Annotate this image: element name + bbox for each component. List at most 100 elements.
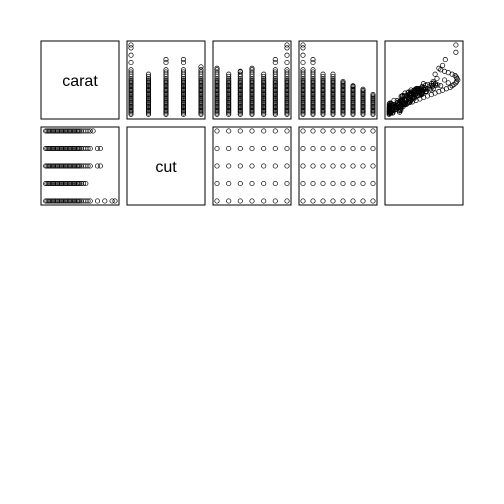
data-point [284, 145, 290, 152]
data-point [237, 198, 243, 204]
data-point [47, 198, 53, 204]
data-point [226, 73, 232, 79]
data-point [198, 92, 204, 98]
data-point [180, 57, 187, 63]
data-point [350, 99, 356, 106]
data-point [350, 107, 356, 113]
data-point [128, 99, 134, 106]
data-point [198, 111, 204, 117]
data-point [370, 198, 376, 204]
data-point [163, 111, 169, 117]
data-point [237, 89, 243, 95]
data-point [300, 109, 306, 115]
data-point [163, 94, 169, 100]
data-point [272, 85, 278, 91]
data-point [62, 128, 68, 134]
data-point [237, 101, 243, 107]
data-point [310, 67, 316, 73]
data-point [300, 69, 306, 75]
data-point [340, 128, 346, 134]
data-point [360, 180, 366, 187]
data-point [272, 77, 278, 83]
data-point [180, 92, 187, 98]
data-point [310, 78, 316, 85]
data-point [49, 180, 55, 187]
data-point [198, 78, 204, 85]
data-point [145, 71, 152, 77]
data-point [214, 107, 220, 113]
data-point [145, 73, 152, 79]
data-point [180, 105, 187, 111]
data-point [198, 86, 204, 92]
data-point [360, 99, 366, 106]
data-point [145, 109, 152, 115]
data-point [310, 94, 316, 100]
data-point [180, 95, 187, 102]
data-point [261, 180, 267, 187]
data-point [145, 85, 152, 91]
data-point [432, 81, 438, 87]
data-point [226, 106, 232, 112]
data-point [310, 145, 316, 152]
data-point [330, 110, 336, 116]
data-point [128, 82, 134, 88]
data-point [320, 73, 326, 79]
data-point [284, 101, 290, 107]
data-point [261, 105, 267, 111]
data-point [45, 180, 51, 187]
data-point [198, 98, 204, 104]
data-point [75, 145, 82, 152]
data-point [145, 82, 152, 88]
data-point [300, 86, 306, 92]
data-point [320, 86, 326, 92]
data-point [237, 110, 243, 116]
data-point [261, 103, 267, 109]
data-point [340, 111, 346, 117]
data-point [340, 81, 346, 87]
data-point [284, 84, 290, 90]
data-point [272, 105, 278, 111]
data-point [64, 128, 70, 134]
data-point [226, 71, 232, 77]
data-point [261, 97, 267, 103]
data-point [284, 105, 290, 111]
data-point [310, 106, 316, 112]
data-point [180, 85, 187, 91]
data-point [261, 111, 267, 117]
data-point [300, 180, 306, 187]
data-point [85, 163, 91, 169]
data-point [214, 106, 220, 112]
data-point [60, 180, 66, 187]
data-point [214, 92, 220, 98]
data-point [340, 85, 346, 91]
data-point [145, 86, 152, 92]
data-point [94, 198, 101, 204]
data-point [249, 106, 255, 112]
data-point [249, 89, 255, 95]
data-point [330, 145, 336, 152]
data-point [261, 71, 267, 77]
data-point [214, 128, 220, 134]
data-point [44, 145, 50, 152]
data-point [163, 82, 169, 88]
data-point [226, 90, 232, 96]
data-point [65, 145, 71, 152]
data-point [53, 198, 59, 204]
data-point [453, 42, 459, 48]
data-point [226, 85, 232, 91]
data-point [261, 107, 267, 113]
data-point [52, 145, 58, 152]
data-point [128, 110, 134, 116]
data-point [452, 73, 458, 79]
data-point [261, 84, 267, 90]
data-point [330, 89, 336, 95]
data-point [48, 198, 54, 204]
data-point [249, 93, 255, 99]
data-point [163, 109, 169, 115]
data-point [226, 101, 232, 107]
data-point [214, 98, 220, 104]
data-point [300, 90, 306, 96]
data-point [145, 105, 152, 111]
data-point [226, 84, 232, 90]
data-point [300, 95, 306, 102]
